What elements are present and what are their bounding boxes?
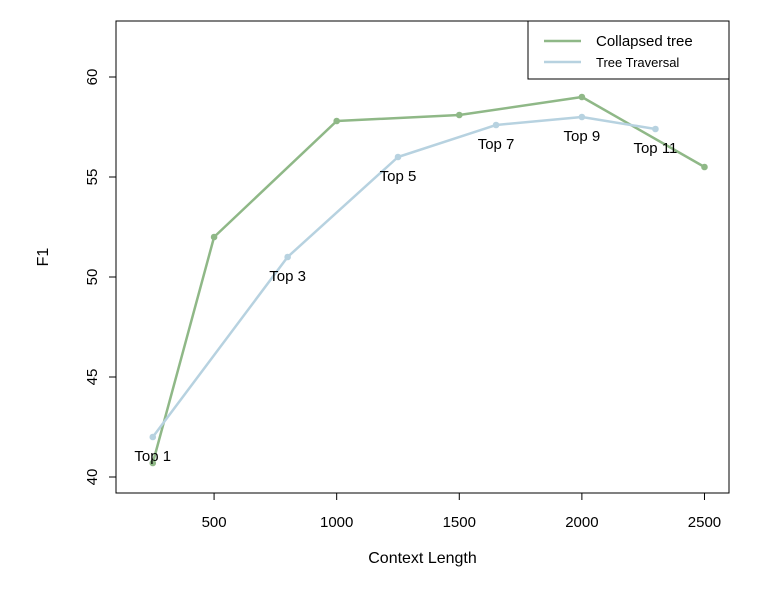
y-tick-label: 45 xyxy=(84,369,101,386)
data-point-collapsed-tree xyxy=(333,117,340,125)
y-tick-label: 55 xyxy=(84,169,101,186)
x-tick-label: 500 xyxy=(202,514,227,531)
data-point-tree-traversal xyxy=(492,121,500,129)
legend-label-tree-traversal: Tree Traversal xyxy=(596,55,679,70)
series-layer xyxy=(149,93,708,467)
legend: Collapsed tree Tree Traversal xyxy=(527,20,730,80)
data-point-collapsed-tree xyxy=(149,459,157,467)
x-tick-label: 2500 xyxy=(688,514,721,531)
data-point-tree-traversal xyxy=(394,153,402,161)
x-tick-label: 2000 xyxy=(565,514,598,531)
x-tick-label: 1500 xyxy=(443,514,476,531)
point-label: Top 9 xyxy=(564,128,601,145)
y-axis-title: F1 xyxy=(35,248,52,267)
y-tick-label: 40 xyxy=(84,469,101,486)
point-label: Top 5 xyxy=(380,168,417,185)
point-labels: Top 1 Top 3 Top 5 Top 7 Top 9 Top 11 xyxy=(134,128,677,465)
data-point-collapsed-tree xyxy=(578,93,586,101)
y-tick-label: 50 xyxy=(84,269,101,286)
y-tick-label: 60 xyxy=(84,69,101,86)
plot-frame xyxy=(115,20,730,494)
series-line-tree-traversal xyxy=(151,115,656,438)
x-axis: 500 1000 1500 2000 2500 xyxy=(202,493,721,531)
x-tick-label: 1000 xyxy=(320,514,353,531)
legend-box xyxy=(527,20,730,80)
legend-label-collapsed-tree: Collapsed tree xyxy=(596,33,693,50)
point-label: Top 1 xyxy=(134,448,171,465)
y-axis: 40 45 50 55 60 xyxy=(84,69,116,486)
data-point-tree-traversal xyxy=(284,253,291,261)
data-point-tree-traversal xyxy=(578,113,586,121)
data-point-tree-traversal xyxy=(652,125,659,133)
point-label: Top 11 xyxy=(633,140,677,157)
point-label: Top 7 xyxy=(478,136,515,153)
series-line-collapsed-tree xyxy=(151,95,706,464)
data-point-collapsed-tree xyxy=(210,233,218,241)
point-label: Top 3 xyxy=(269,268,306,285)
data-point-tree-traversal xyxy=(149,433,157,441)
data-point-collapsed-tree xyxy=(701,163,708,171)
x-axis-title: Context Length xyxy=(368,550,477,567)
data-point-collapsed-tree xyxy=(455,111,463,119)
